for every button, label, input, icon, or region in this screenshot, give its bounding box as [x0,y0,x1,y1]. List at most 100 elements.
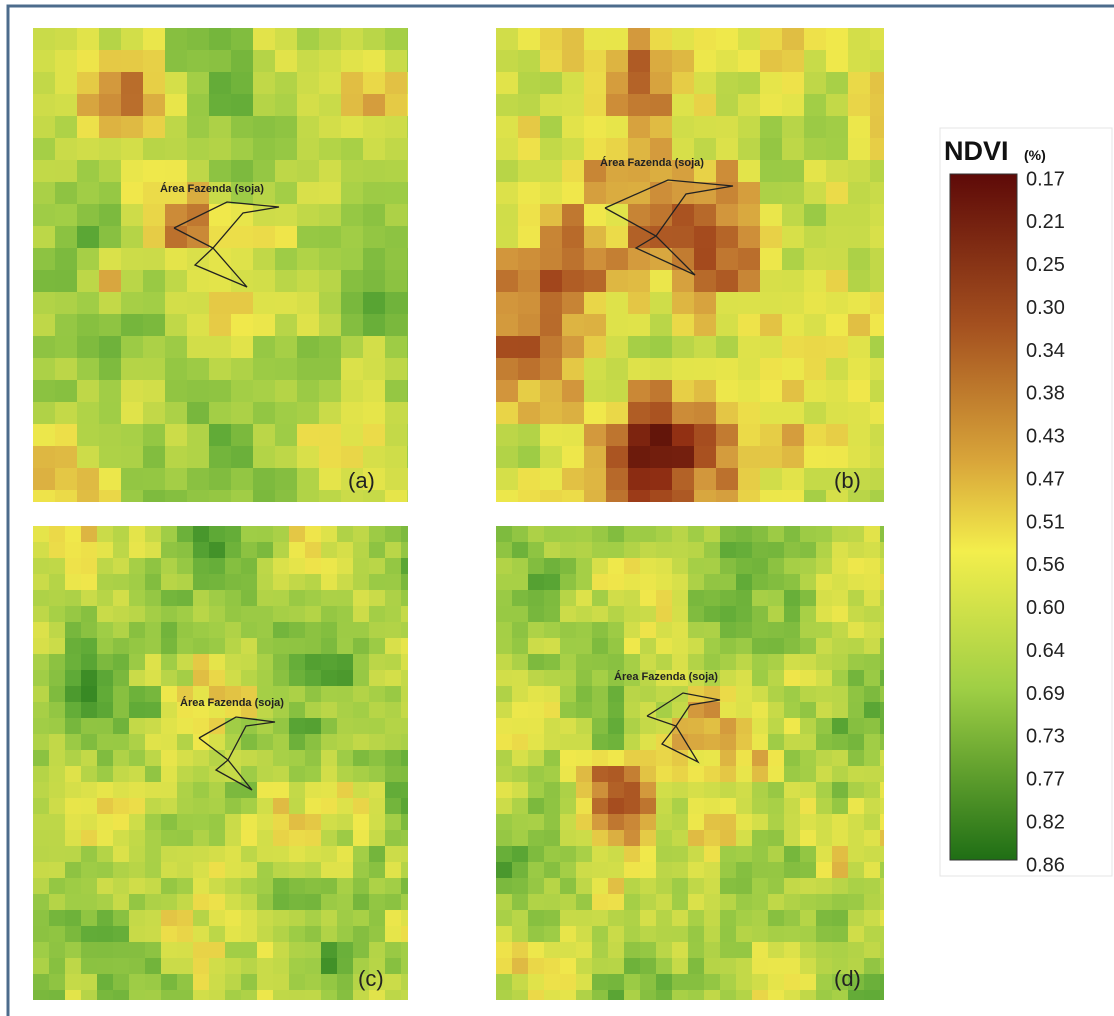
pixel [562,270,585,293]
pixel [209,380,232,403]
pixel [77,226,100,249]
pixel [241,590,258,607]
pixel [880,526,897,543]
pixel [289,654,306,671]
pixel [768,686,785,703]
pixel [800,990,817,1007]
pixel [736,702,753,719]
pixel [241,526,258,543]
pixel [704,798,721,815]
pixel [209,50,232,73]
pixel [297,292,320,315]
pixel [145,654,162,671]
legend-tick-label: 0.73 [1026,726,1065,748]
pixel [848,830,865,847]
pixel [694,226,717,249]
pixel [544,638,561,655]
pixel [848,226,871,249]
pixel [650,336,673,359]
pixel [848,446,871,469]
pixel [273,718,290,735]
pixel [121,50,144,73]
pixel [129,846,146,863]
pixel [305,990,322,1007]
pixel [528,718,545,735]
pixel [143,292,166,315]
pixel [65,670,82,687]
pixel [81,606,98,623]
pixel [826,50,849,73]
pixel [816,590,833,607]
pixel [688,766,705,783]
pixel [768,974,785,991]
pixel [848,526,865,543]
pixel [385,574,402,591]
pixel [784,622,801,639]
pixel [225,670,242,687]
pixel [33,606,50,623]
pixel [640,574,657,591]
pixel [720,686,737,703]
pixel [768,558,785,575]
pixel [816,862,833,879]
legend-tick-label: 0.21 [1026,211,1065,233]
pixel [55,468,78,491]
pixel [257,990,274,1007]
pixel [121,116,144,139]
pixel [241,942,258,959]
pixel [55,358,78,381]
pixel [113,926,130,943]
pixel [800,622,817,639]
pixel [113,846,130,863]
pixel [143,226,166,249]
pixel [606,116,629,139]
pixel [77,116,100,139]
pixel [544,846,561,863]
pixel [187,138,210,161]
pixel [528,558,545,575]
pixel [782,116,805,139]
pixel [760,446,783,469]
pixel [584,336,607,359]
pixel [297,50,320,73]
pixel [544,670,561,687]
pixel [512,782,529,799]
pixel [407,314,430,337]
pixel [363,292,386,315]
pixel [337,878,354,895]
pixel [231,380,254,403]
pixel [736,670,753,687]
pixel [401,958,418,975]
pixel [560,718,577,735]
pixel [528,910,545,927]
pixel [826,380,849,403]
pixel [624,718,641,735]
pixel [145,894,162,911]
pixel [353,542,370,559]
pixel [363,116,386,139]
pixel [353,734,370,751]
pixel [560,862,577,879]
pixel [848,782,865,799]
pixel [782,336,805,359]
pixel [496,958,513,975]
pixel [143,138,166,161]
pixel [165,358,188,381]
pixel [49,622,66,639]
pixel [187,446,210,469]
pixel [826,116,849,139]
maps [33,28,897,1007]
pixel [562,424,585,447]
pixel [297,204,320,227]
pixel [496,292,519,315]
pixel [640,766,657,783]
pixel [241,574,258,591]
pixel [848,590,865,607]
pixel [540,446,563,469]
pixel [640,686,657,703]
pixel [816,942,833,959]
pixel [297,226,320,249]
pixel [870,358,893,381]
pixel [187,248,210,271]
pixel [49,606,66,623]
